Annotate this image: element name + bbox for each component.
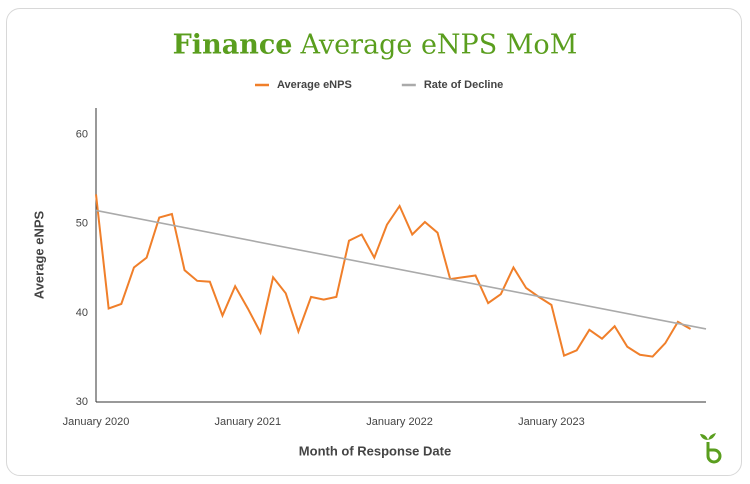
x-axis-label: Month of Response Date — [299, 443, 451, 458]
y-tick-label: 50 — [76, 218, 88, 230]
logo — [700, 433, 722, 464]
y-tick-label: 40 — [76, 307, 88, 319]
card — [6, 8, 742, 476]
chart-title-bold: Finance — [173, 30, 293, 61]
chart-title: Average eNPS MoM — [299, 30, 577, 61]
y-axis-label: Average eNPS — [31, 210, 46, 299]
y-tick-label: 30 — [76, 396, 88, 408]
x-tick-label: January 2023 — [518, 416, 585, 428]
y-tick-label: 60 — [76, 129, 88, 141]
data-line — [95, 194, 692, 358]
legend-label: Average eNPS — [277, 79, 352, 91]
x-tick-label: January 2021 — [214, 416, 281, 428]
legend-label: Rate of Decline — [424, 79, 503, 91]
x-tick-label: January 2022 — [366, 416, 433, 428]
trend-line — [95, 209, 707, 330]
x-tick-label: January 2020 — [63, 416, 130, 428]
